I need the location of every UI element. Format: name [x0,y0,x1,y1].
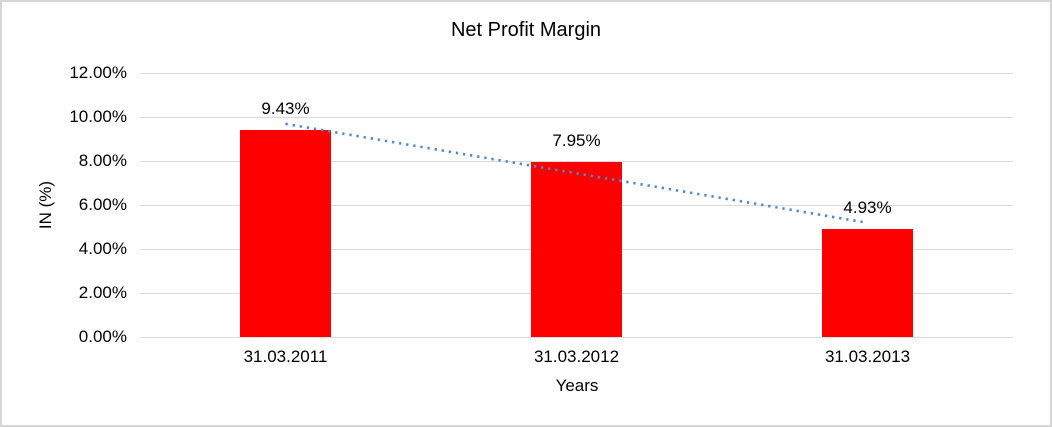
bar [240,129,331,337]
x-axis-tick-label: 31.03.2013 [824,347,911,366]
y-axis-tick-label: 8.00% [78,151,127,170]
x-axis-title: Years [555,376,599,395]
x-axis-tick-label: 31.03.2012 [533,347,620,366]
x-axis-tick-label: 31.03.2011 [243,347,328,366]
y-axis-tick-label: 4.00% [78,239,127,258]
y-axis-tick-label: 10.00% [69,107,127,126]
bar [822,228,913,337]
bar-data-label: 9.43% [261,98,310,118]
bar [531,162,622,337]
gridline [140,336,1013,338]
y-axis-tick-label: 2.00% [78,283,127,302]
gridline [140,72,1013,74]
gridline [140,116,1013,118]
bar-data-label: 4.93% [843,197,892,217]
chart-title: Net Profit Margin [450,19,602,41]
bar-data-label: 7.95% [552,131,601,151]
y-axis-tick-label: 12.00% [69,63,127,82]
y-axis-tick-label: 6.00% [78,195,127,214]
y-axis-tick-label: 0.00% [78,327,127,346]
